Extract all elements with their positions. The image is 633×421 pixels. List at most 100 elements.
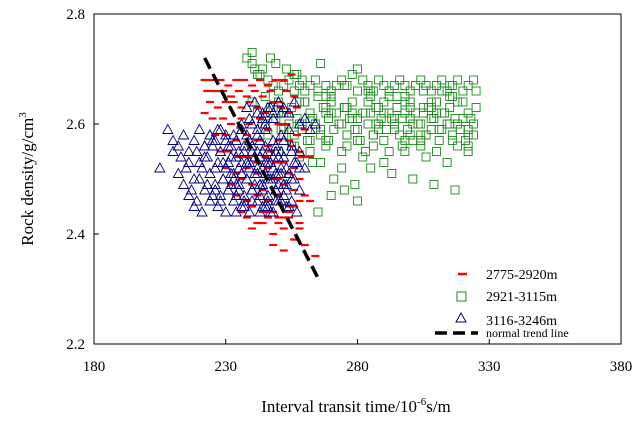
point-triangle [259,123,272,134]
point-triangle [193,123,206,134]
point-square [418,103,428,112]
point-triangle [219,129,232,140]
point-square [416,130,426,140]
point-triangle [227,195,240,206]
point-square [387,169,397,178]
point-square [300,97,310,107]
point-square [426,86,436,96]
point-triangle [267,134,279,145]
point-triangle [219,134,232,145]
point-square [305,136,315,145]
point-triangle [183,189,195,200]
x-tick-label: 230 [215,359,238,375]
point-triangle [201,151,214,162]
point-square [397,141,407,151]
point-square [379,108,389,118]
point-square [302,136,312,145]
point-square [366,163,376,173]
point-square [300,86,310,96]
point-triangle [201,178,214,189]
point-triangle [167,145,179,156]
point-square [440,108,449,118]
point-square [447,92,457,101]
x-axis-label-main: Interval transit time/10 [261,397,417,416]
point-triangle [214,195,227,206]
point-triangle [267,112,279,123]
point-square [384,108,394,118]
point-triangle [198,140,211,151]
point-triangle [209,184,221,195]
point-triangle [222,184,235,195]
point-triangle [214,189,227,200]
point-triangle [227,167,240,178]
point-square [445,92,455,101]
point-triangle [196,162,208,173]
point-square [418,108,428,118]
point-triangle [251,195,264,206]
point-square [379,81,389,90]
point-square [374,119,384,129]
point-triangle [219,206,232,217]
point-square [426,125,436,134]
point-square [366,92,376,101]
point-triangle [193,173,206,184]
point-square [418,86,428,96]
point-triangle [177,178,190,189]
point-triangle [280,200,293,211]
point-triangle [254,189,266,200]
point-square [416,75,426,85]
point-triangle [241,156,253,167]
point-square [408,136,418,145]
y-tick-label: 2.6 [66,117,85,133]
point-triangle [193,156,206,167]
x-axis-label-tail: s/m [426,397,451,416]
point-triangle [196,206,208,217]
point-square [326,108,336,118]
point-triangle [238,140,250,151]
point-square [471,103,481,112]
legend-swatch-3116 [455,311,467,323]
point-triangle [275,129,287,140]
point-triangle [251,145,264,156]
point-square [445,81,455,90]
point-square [279,81,289,90]
point-square [376,114,386,123]
point-triangle [254,206,266,217]
point-triangle [243,112,256,123]
point-square [252,70,262,79]
y-tick-label: 2.4 [66,227,85,243]
point-square [342,103,352,112]
point-square [416,141,426,151]
point-square [455,125,465,134]
point-square [353,64,362,74]
point-square [355,136,365,145]
point-square [347,114,357,123]
point-triangle [183,145,195,156]
point-square [458,86,468,96]
point-square [331,108,341,118]
point-triangle [227,173,240,184]
point-square [326,92,336,101]
point-square [337,75,347,85]
point-triangle [230,189,243,200]
point-triangle [177,129,190,140]
point-triangle [233,145,245,156]
point-triangle [227,129,240,140]
point-square [342,130,352,140]
point-triangle [204,167,216,178]
point-square [316,130,326,140]
point-square [337,119,347,129]
point-square [384,86,394,96]
point-square [400,108,410,118]
point-triangle [291,206,303,217]
point-square [426,103,436,112]
point-triangle [172,140,185,151]
point-triangle [280,184,293,195]
point-square [429,114,439,123]
point-square [339,103,349,112]
point-triangle [230,206,243,217]
point-triangle [304,123,316,134]
point-triangle [217,156,229,167]
y-tick-label: 2.8 [66,7,85,23]
point-square [316,59,326,68]
